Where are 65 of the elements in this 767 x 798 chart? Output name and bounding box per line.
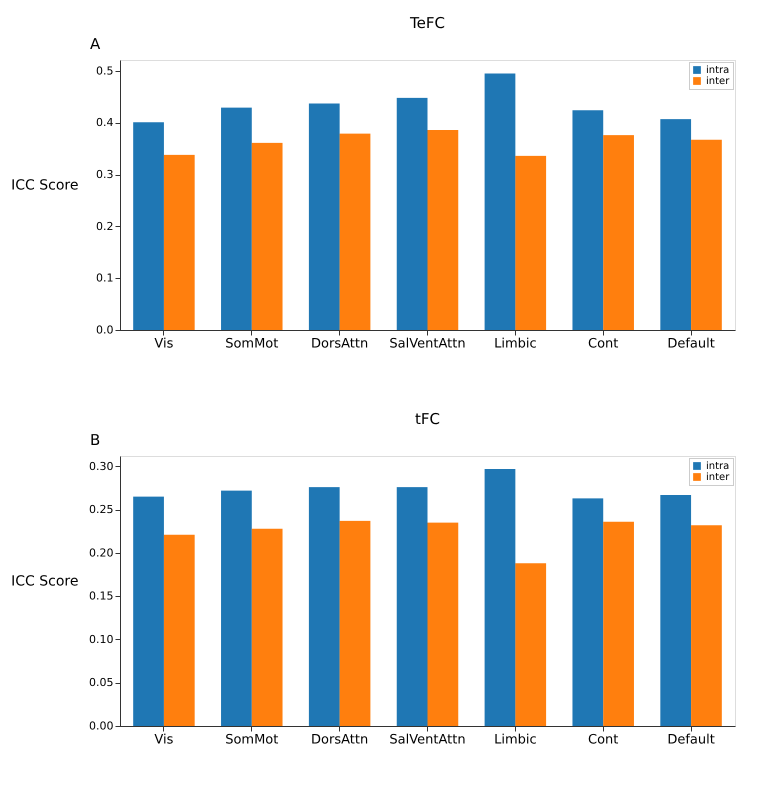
bar [133,496,164,726]
y-tick-label: 0.05 [89,676,114,690]
bar [428,130,458,330]
bar [428,522,458,726]
text: A [90,35,101,53]
y-tick-label: 0.10 [89,632,114,646]
y-tick-label: 0.25 [89,503,114,516]
legend-label: intra [706,65,730,76]
x-tick-label: SalVentAttn [389,336,466,352]
bar [396,487,428,726]
bar [308,104,340,330]
bar [572,498,604,726]
legend-label: inter [706,472,730,483]
x-tick-label: DorsAttn [311,732,368,748]
bar [221,108,252,330]
x-tick-label: Default [667,336,715,352]
x-tick-label: SalVentAttn [389,732,466,748]
y-tick-label: 0.15 [89,590,114,603]
bar [252,142,283,330]
y-tick-label: 0.4 [96,116,114,130]
bar [252,528,283,726]
x-tick-label: SomMot [225,732,278,748]
y-tick-label: 0.2 [96,220,114,233]
bar [164,534,195,726]
x-tick-label: Vis [154,732,174,748]
x-tick-label: SomMot [225,336,278,352]
y-tick-label: 0.0 [96,324,114,336]
bar [691,525,722,726]
bar [515,156,546,330]
chart-title: tFC [415,410,440,428]
y-tick-label: 0.5 [96,64,114,78]
x-tick-label: Limbic [494,336,537,352]
x-tick-label: Default [667,732,715,748]
bar [603,522,634,726]
bar [340,520,370,726]
bar [603,135,634,330]
bar [133,122,164,330]
bar [164,154,195,330]
bar [660,119,692,330]
bar [484,468,516,726]
bar [572,110,604,330]
x-tick-label: Vis [154,336,174,352]
y-tick-label: 0.1 [96,272,114,285]
bar [660,494,692,726]
y-axis-title: ICC Score [11,178,78,194]
text: B [90,431,100,449]
y-tick-label: 0.30 [89,460,114,473]
bar [308,487,340,726]
x-tick-label: Cont [588,732,618,748]
x-tick-label: DorsAttn [311,336,368,352]
x-tick-label: Limbic [494,732,537,748]
bar [396,98,428,330]
bar [691,140,722,330]
x-tick-label: Cont [588,336,618,352]
y-tick-label: 0.00 [89,720,114,732]
chart-title: TeFC [409,14,445,32]
bar [484,73,516,330]
legend-label: intra [706,461,730,472]
legend-label: inter [706,76,730,87]
bar [515,563,546,726]
y-axis-title: ICC Score [11,574,78,590]
bar [221,490,252,726]
y-tick-label: 0.3 [96,168,114,182]
y-tick-label: 0.20 [89,546,114,560]
bar [340,134,370,330]
